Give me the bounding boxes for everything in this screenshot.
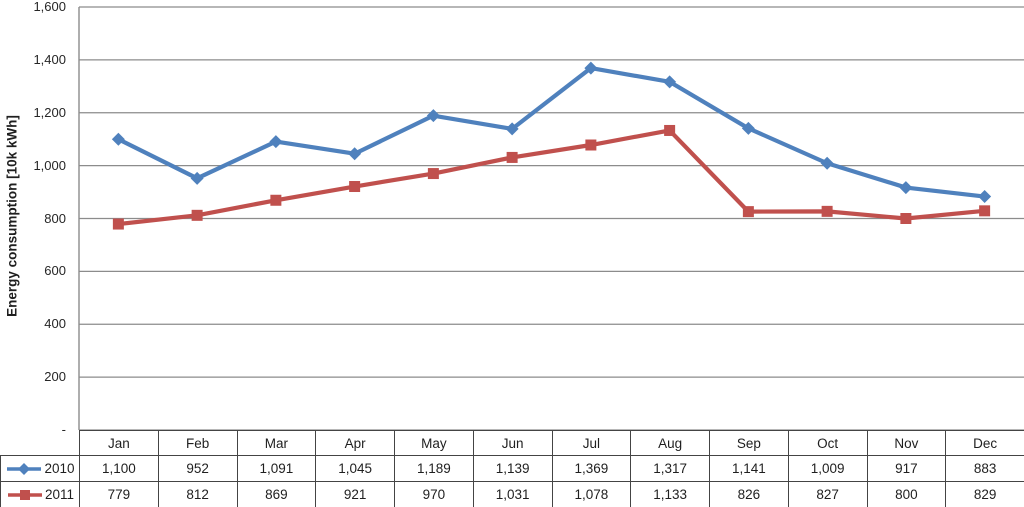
- legend-label-2011: 2011: [44, 487, 75, 502]
- table-header-month: Nov: [866, 430, 947, 456]
- table-header-month: Aug: [630, 430, 710, 456]
- square-marker-2011: [742, 206, 754, 218]
- table-value-2010: 1,045: [315, 455, 395, 482]
- y-tick-label: 1,200: [33, 104, 66, 120]
- square-marker-2011: [112, 218, 124, 230]
- diamond-marker-2010: [190, 171, 204, 185]
- table-value-2011: 800: [866, 481, 947, 507]
- table-value-2010: 883: [945, 455, 1024, 482]
- table-value-2010: 1,139: [472, 455, 553, 482]
- table-row-2011: 2011 779 812 869 921 970 1,031 1,078 1,133 826 827…: [0, 481, 1024, 507]
- y-axis-tick-labels: - 200 400 600 800 1,000 1,200 1,400 1,600: [0, 0, 66, 437]
- table-value-2011: 779: [79, 481, 159, 507]
- diamond-marker-2010: [663, 75, 677, 89]
- square-marker-2011: [821, 205, 833, 217]
- legend-cell-2011: 2011: [0, 481, 80, 507]
- table-value-2011: 970: [394, 481, 474, 507]
- table-header-month: Oct: [787, 430, 868, 456]
- square-marker-2011: [506, 151, 518, 163]
- diamond-marker-2010: [899, 181, 913, 195]
- table-value-2011: 827: [787, 481, 868, 507]
- table-header-month: Apr: [315, 430, 395, 456]
- table-value-2011: 1,133: [630, 481, 710, 507]
- chart-data-table: Jan Feb Mar Apr May Jun Jul Aug Sep Oct Nov Dec 2010…: [0, 430, 1024, 507]
- table-value-2011: 826: [709, 481, 789, 507]
- diamond-marker-2010: [348, 147, 362, 161]
- square-marker-2011: [349, 181, 361, 193]
- y-tick-label: 600: [44, 263, 66, 279]
- table-header-month: Sep: [709, 430, 789, 456]
- y-tick-label: 1,000: [33, 157, 66, 173]
- table-value-2010: 1,369: [551, 455, 632, 482]
- table-value-2010: 952: [157, 455, 238, 482]
- table-header-month: May: [394, 430, 474, 456]
- diamond-marker-2010: [820, 156, 834, 170]
- square-marker-2011: [664, 124, 676, 136]
- y-tick-label: 200: [44, 369, 66, 385]
- series-line-2010: [116, 65, 987, 199]
- diamond-marker-2010: [505, 122, 519, 136]
- table-value-2011: 1,031: [472, 481, 553, 507]
- legend-diamond-line-icon: [7, 462, 42, 475]
- square-marker-2011: [191, 209, 203, 221]
- table-header-month: Jun: [472, 430, 553, 456]
- table-value-2010: 1,100: [79, 455, 159, 482]
- square-marker-2011: [979, 205, 991, 217]
- table-header-month: Feb: [157, 430, 238, 456]
- y-tick-label: -: [61, 422, 66, 437]
- table-value-2010: 1,189: [394, 455, 474, 482]
- table-header-month: Mar: [236, 430, 317, 456]
- y-tick-label: 800: [44, 210, 66, 226]
- table-value-2010: 917: [866, 455, 947, 482]
- square-marker-2011: [585, 139, 597, 151]
- square-marker-2011: [270, 194, 282, 206]
- diamond-marker-2010: [269, 135, 283, 149]
- table-value-2010: 1,317: [630, 455, 710, 482]
- y-tick-label: 400: [44, 316, 66, 332]
- diamond-marker-2010: [426, 109, 440, 123]
- table-value-2010: 1,091: [236, 455, 317, 482]
- legend-cell-2010: 2010: [0, 455, 80, 482]
- table-header-month: Dec: [945, 430, 1024, 456]
- plot-area: [78, 6, 1024, 430]
- series-line-2011: [116, 128, 987, 227]
- table-header-month: Jan: [79, 430, 159, 456]
- table-value-2011: 921: [315, 481, 395, 507]
- table-value-2011: 869: [236, 481, 317, 507]
- diamond-marker-2010: [741, 121, 755, 135]
- square-marker-2011: [900, 213, 912, 224]
- table-value-2011: 1,078: [551, 481, 632, 507]
- table-value-2011: 812: [157, 481, 238, 507]
- table-row-2010: 2010 1,100 952 1,091 1,045 1,189 1,139 1,369 1,3…: [0, 455, 1024, 482]
- y-tick-label: 1,400: [33, 51, 66, 67]
- table-header-month: Jul: [551, 430, 632, 456]
- diamond-marker-2010: [584, 61, 598, 75]
- diamond-marker-2010: [111, 132, 125, 146]
- table-value-2010: 1,141: [709, 455, 789, 482]
- legend-label-2010: 2010: [44, 461, 75, 476]
- table-value-2011: 829: [945, 481, 1024, 507]
- y-tick-label: 1,600: [33, 0, 66, 14]
- legend-square-line-icon: [7, 489, 42, 500]
- table-corner-blank: [1, 431, 80, 456]
- square-marker-2011: [427, 168, 439, 180]
- table-value-2010: 1,009: [787, 455, 868, 482]
- diamond-marker-2010: [978, 190, 992, 204]
